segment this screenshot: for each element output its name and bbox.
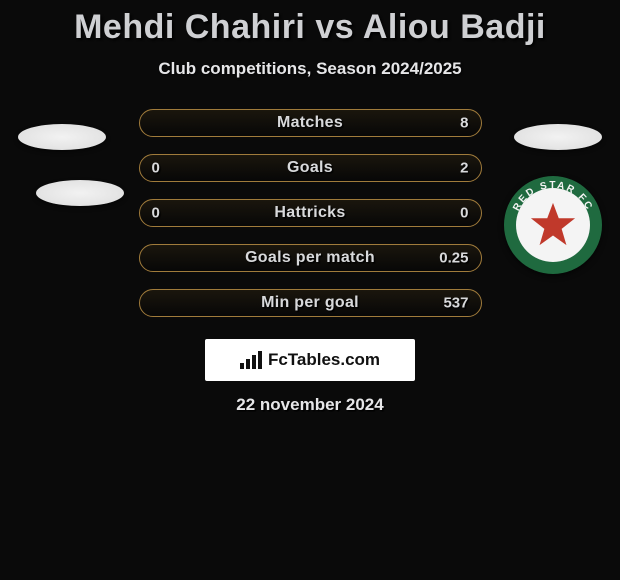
stat-left-value: 0 — [152, 160, 160, 177]
brand-text: FcTables.com — [268, 350, 380, 370]
stat-label: Matches — [277, 114, 343, 132]
stat-label: Goals — [287, 159, 333, 177]
stat-label: Hattricks — [274, 204, 345, 222]
stat-row: Min per goal 537 — [139, 289, 482, 317]
stat-row: 0 Goals 2 — [139, 154, 482, 182]
comparison-card: Mehdi Chahiri vs Aliou Badji Club compet… — [0, 0, 620, 415]
stat-right-value: 2 — [460, 160, 468, 177]
bar-segment — [246, 359, 250, 369]
date-text: 22 november 2024 — [0, 395, 620, 415]
stat-left-value: 0 — [152, 205, 160, 222]
star-icon — [529, 201, 577, 249]
stat-right-value: 0 — [460, 205, 468, 222]
bar-segment — [258, 351, 262, 369]
player-left-badge — [18, 124, 124, 206]
stat-row: 0 Hattricks 0 — [139, 199, 482, 227]
page-title: Mehdi Chahiri vs Aliou Badji — [0, 8, 620, 47]
brand-box: FcTables.com — [205, 339, 415, 381]
ellipse-placeholder — [18, 124, 106, 150]
stat-label: Min per goal — [261, 294, 359, 312]
club-logo-inner — [516, 188, 590, 262]
club-logo: RED STAR FC 1897 — [504, 176, 602, 274]
bar-segment — [240, 363, 244, 369]
stat-label: Goals per match — [245, 249, 375, 267]
bar-segment — [252, 355, 256, 369]
bars-icon — [240, 351, 262, 369]
player-right-badge — [514, 124, 602, 150]
stat-row: Matches 8 — [139, 109, 482, 137]
stat-right-value: 537 — [443, 295, 468, 312]
subtitle: Club competitions, Season 2024/2025 — [0, 59, 620, 79]
stat-row: Goals per match 0.25 — [139, 244, 482, 272]
stat-right-value: 8 — [460, 115, 468, 132]
stat-right-value: 0.25 — [439, 250, 468, 267]
ellipse-placeholder — [36, 180, 124, 206]
ellipse-placeholder — [514, 124, 602, 150]
